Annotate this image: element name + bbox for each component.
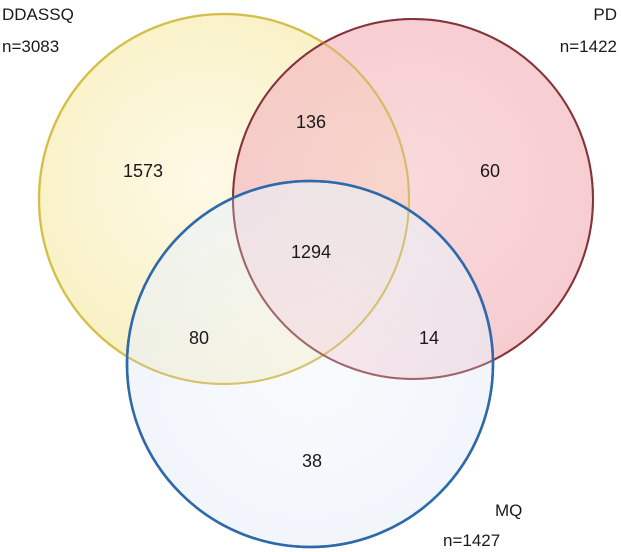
circle-mq <box>125 179 495 549</box>
set-label-ddassq: DDASSQ <box>2 5 74 24</box>
set-count-pd: n=1422 <box>560 37 617 56</box>
region-all-three: 1294 <box>291 242 331 262</box>
set-label-pd: PD <box>593 5 617 24</box>
set-count-mq: n=1427 <box>443 531 500 550</box>
set-label-mq: MQ <box>495 501 522 520</box>
region-mq-only: 38 <box>302 451 322 471</box>
region-ddassq-mq: 80 <box>189 328 209 348</box>
outline-mq <box>125 179 495 549</box>
region-ddassq-only: 1573 <box>123 161 163 181</box>
region-pd-mq: 14 <box>419 328 439 348</box>
set-count-ddassq: n=3083 <box>2 37 59 56</box>
region-pd-only: 60 <box>480 161 500 181</box>
region-ddassq-pd: 136 <box>296 112 326 132</box>
outline-ddassq <box>38 13 410 385</box>
